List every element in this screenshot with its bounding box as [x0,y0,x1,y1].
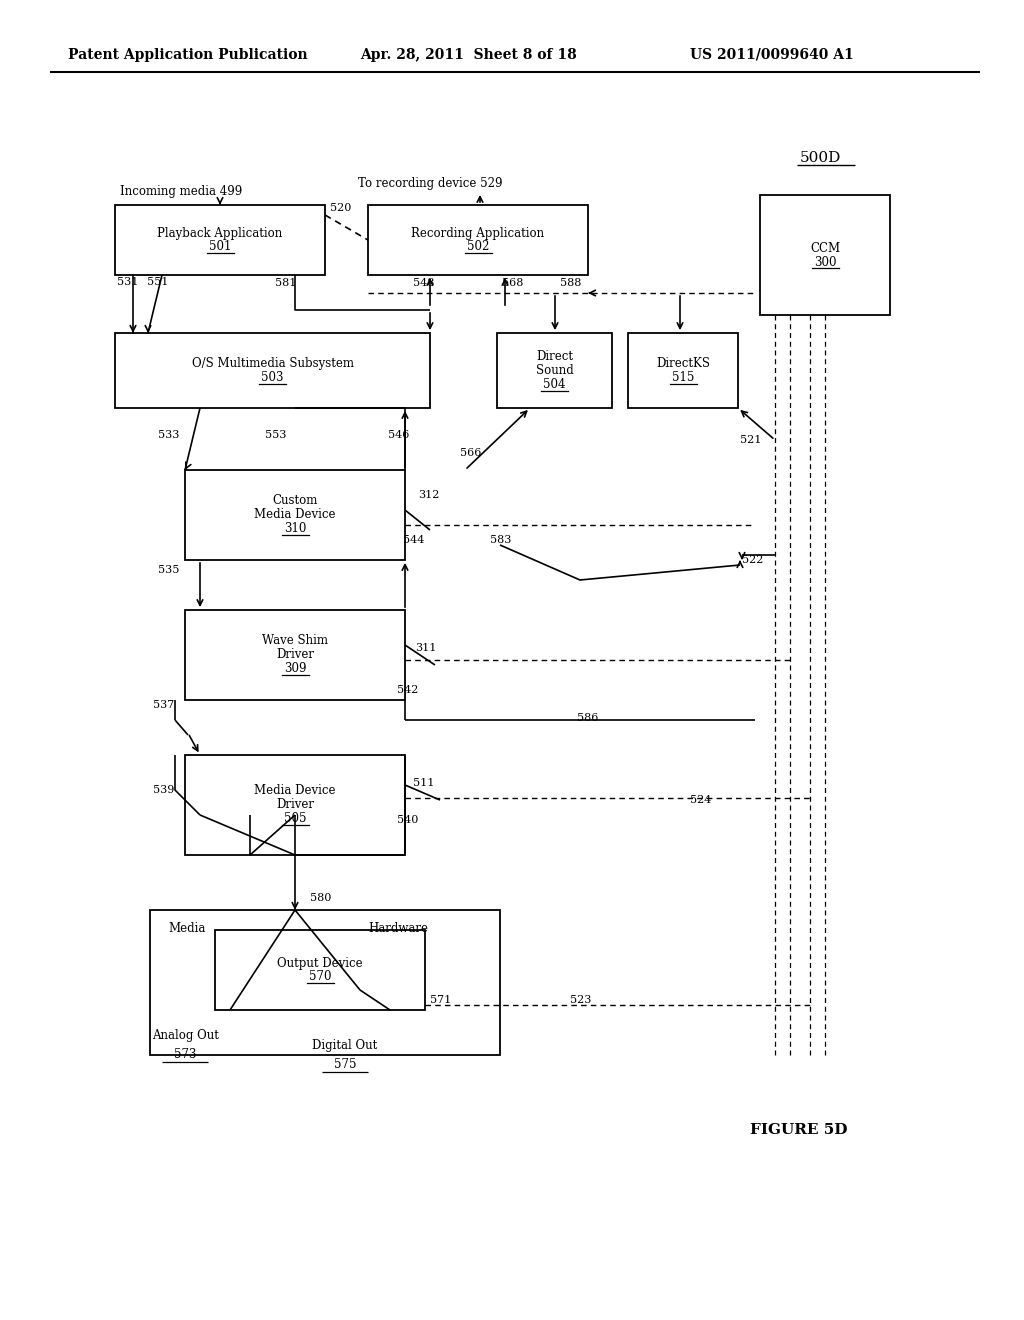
Text: 535: 535 [158,565,179,576]
Text: 570: 570 [309,970,331,983]
Bar [185,755,406,855]
Text: Driver: Driver [276,648,314,661]
Text: Analog Out: Analog Out [152,1028,218,1041]
Text: 300: 300 [814,256,837,268]
Text: 539: 539 [153,785,174,795]
Text: 575: 575 [334,1059,356,1072]
Text: FIGURE 5D: FIGURE 5D [750,1123,848,1137]
Text: 524: 524 [690,795,712,805]
Text: To recording device 529: To recording device 529 [358,177,503,190]
Text: Recording Application: Recording Application [412,227,545,239]
Text: 581: 581 [275,279,296,288]
Text: Apr. 28, 2011  Sheet 8 of 18: Apr. 28, 2011 Sheet 8 of 18 [360,48,577,62]
Text: 511: 511 [413,777,434,788]
Text: 580: 580 [310,894,332,903]
Text: 520: 520 [330,203,351,213]
Text: 546: 546 [388,430,410,440]
Text: 521: 521 [740,436,762,445]
Text: 311: 311 [415,643,436,653]
Text: US 2011/0099640 A1: US 2011/0099640 A1 [690,48,854,62]
Bar [115,333,430,408]
Text: 568: 568 [502,279,523,288]
Text: Patent Application Publication: Patent Application Publication [68,48,307,62]
Text: 523: 523 [570,995,592,1005]
Text: 501: 501 [209,240,231,253]
Text: 504: 504 [544,378,565,391]
Text: Digital Out: Digital Out [312,1039,378,1052]
Text: 522: 522 [742,554,763,565]
Text: Custom: Custom [272,495,317,507]
Text: 533: 533 [158,430,179,440]
Text: 588: 588 [560,279,582,288]
Bar [150,909,500,1055]
Text: Incoming media 499: Incoming media 499 [120,186,243,198]
Text: Direct: Direct [536,350,573,363]
Text: 502: 502 [467,240,489,253]
Bar [760,195,890,315]
Text: 505: 505 [284,813,306,825]
Bar [628,333,738,408]
Text: Wave Shim: Wave Shim [262,635,328,648]
Text: Driver: Driver [276,799,314,812]
Bar [185,470,406,560]
Text: Playback Application: Playback Application [158,227,283,239]
Text: CCM: CCM [810,242,840,255]
Text: 540: 540 [397,814,419,825]
Text: Media: Media [168,921,206,935]
Text: 551: 551 [147,277,168,286]
Bar [368,205,588,275]
Text: 586: 586 [577,713,598,723]
Text: O/S Multimedia Subsystem: O/S Multimedia Subsystem [191,356,353,370]
Bar [497,333,612,408]
Text: Hardware: Hardware [368,921,428,935]
Text: Media Device: Media Device [254,508,336,521]
Text: 583: 583 [490,535,511,545]
Text: 309: 309 [284,663,306,676]
Text: Sound: Sound [536,364,573,378]
Bar [215,931,425,1010]
Text: 312: 312 [418,490,439,500]
Text: 566: 566 [460,447,481,458]
Bar [115,205,325,275]
Text: 544: 544 [403,535,424,545]
Text: 515: 515 [672,371,694,384]
Text: 553: 553 [265,430,287,440]
Text: 571: 571 [430,995,452,1005]
Text: 500D: 500D [800,150,842,165]
Text: 310: 310 [284,523,306,536]
Bar [185,610,406,700]
Text: Output Device: Output Device [278,957,362,969]
Text: 548: 548 [413,279,434,288]
Text: 542: 542 [397,685,419,696]
Text: 573: 573 [174,1048,197,1061]
Text: DirectKS: DirectKS [656,356,710,370]
Text: 503: 503 [261,371,284,384]
Text: 531: 531 [117,277,138,286]
Text: Media Device: Media Device [254,784,336,797]
Text: 537: 537 [153,700,174,710]
